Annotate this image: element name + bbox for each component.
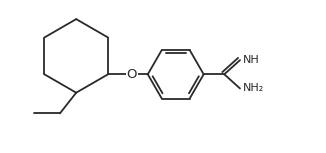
Text: NH₂: NH₂ — [243, 84, 264, 93]
Text: O: O — [126, 68, 137, 81]
Text: NH: NH — [243, 55, 260, 65]
